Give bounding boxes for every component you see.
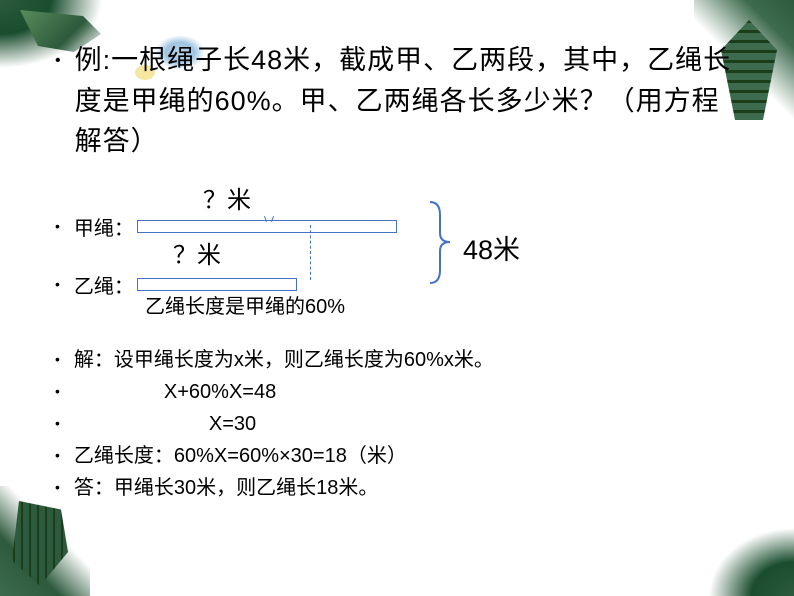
diagram-caption: 乙绳长度是甲绳的60% <box>145 290 345 319</box>
bullet-icon: • <box>55 447 60 463</box>
brace-icon <box>425 200 455 285</box>
dashed-divider <box>310 225 311 280</box>
slide-content: • 例:一根绳子长48米，截成甲、乙两段，其中，乙绳长度是甲绳的60%。甲、乙两… <box>0 0 794 525</box>
bullet-icon: • <box>55 215 60 237</box>
solution-block: • 解：设甲绳长度为x米，则乙绳长度为60%x米。 • X+60%X=48 • … <box>55 345 739 503</box>
bar-label-yi: 乙绳： <box>74 270 134 299</box>
solution-answer: 答：甲绳长30米，则乙绳长18米。 <box>74 473 379 503</box>
bullet-icon: • <box>55 273 60 295</box>
solution-line: • 答：甲绳长30米，则乙绳长18米。 <box>55 473 739 503</box>
leaf-decoration-bottom-right <box>694 516 794 596</box>
solution-yi-length: 乙绳长度：60%X=60%×30=18（米） <box>74 441 407 471</box>
bullet-icon: • <box>55 351 60 367</box>
solution-line: • X+60%X=48 <box>55 377 739 407</box>
solution-line: • 乙绳长度：60%X=60%×30=18（米） <box>55 441 739 471</box>
bar-label-jia: 甲绳： <box>74 212 134 241</box>
bar-tick-mark <box>265 216 273 222</box>
bullet-icon: • <box>55 479 60 495</box>
bullet-icon: • <box>55 383 60 399</box>
solution-line: • 解：设甲绳长度为x米，则乙绳长度为60%x米。 <box>55 345 739 375</box>
question-label-yi: ？米 <box>173 235 221 270</box>
solution-text: 解：设甲绳长度为x米，则乙绳长度为60%x米。 <box>74 345 494 375</box>
bar-row-jia: • 甲绳： <box>55 212 397 241</box>
solution-equation: X+60%X=48 <box>74 377 276 407</box>
bullet-icon: • <box>55 415 60 431</box>
solution-line: • X=30 <box>55 409 739 439</box>
bar-diagram: ？米 • 甲绳： ？米 • 乙绳： 48米 乙绳长度是甲绳的60% <box>55 180 739 335</box>
bullet-icon: • <box>55 48 61 74</box>
solution-result: X=30 <box>74 409 256 439</box>
total-label: 48米 <box>463 228 520 267</box>
problem-text: 例:一根绳子长48米，截成甲、乙两段，其中，乙绳长度是甲绳的60%。甲、乙两绳各… <box>75 40 739 162</box>
bar-jia <box>137 220 397 233</box>
problem-statement: • 例:一根绳子长48米，截成甲、乙两段，其中，乙绳长度是甲绳的60%。甲、乙两… <box>55 40 739 162</box>
question-label-jia: ？米 <box>203 180 251 215</box>
